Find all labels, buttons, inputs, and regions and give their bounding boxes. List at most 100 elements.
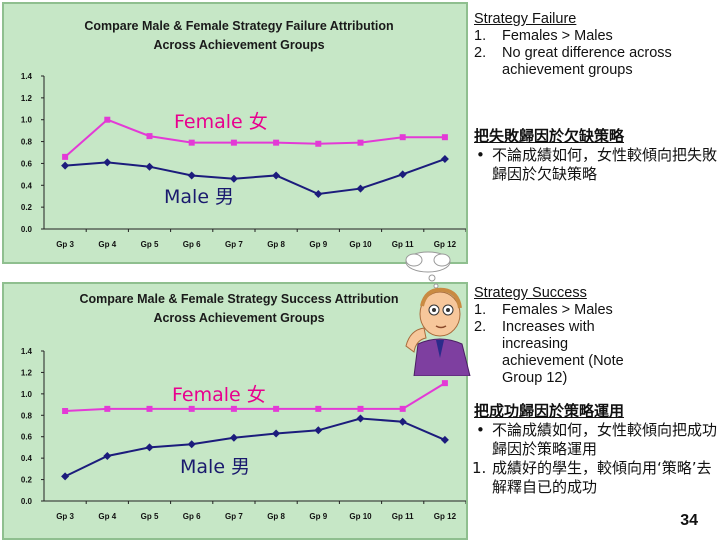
chart-subtitle: Across Achievement Groups	[153, 311, 325, 325]
male-data-point	[187, 171, 196, 180]
success-note-item: 1. Females > Males	[474, 302, 720, 319]
male-data-point	[229, 433, 238, 442]
female-data-point	[104, 405, 111, 412]
female-data-point	[399, 134, 406, 141]
x-tick-label: Gp 3	[56, 240, 74, 249]
x-tick-label: Gp 8	[267, 512, 285, 521]
x-tick-label: Gp 8	[267, 240, 285, 249]
x-tick-label: Gp 6	[183, 240, 201, 249]
male-series-line	[64, 417, 446, 478]
male-data-point	[398, 170, 407, 179]
failure-cn-bullet: • 不論成績如何，女性較傾向把失敗歸因於欠缺策略	[474, 146, 720, 184]
x-tick-label: Gp 12	[434, 240, 457, 249]
female-data-point	[146, 133, 153, 140]
x-tick-label: Gp 7	[225, 512, 243, 521]
bullet-mark: •	[476, 421, 485, 439]
male-series-label: Male 男	[164, 186, 235, 208]
female-data-point	[62, 153, 69, 160]
page-number: 34	[680, 512, 698, 529]
success-note-item: 2. Increases with increasing achievement…	[474, 319, 720, 387]
male-data-point	[356, 184, 365, 193]
failure-notes-chinese: 把失敗歸因於欠缺策略 • 不論成績如何，女性較傾向把失敗歸因於欠缺策略	[474, 127, 720, 184]
y-tick-label: 1.2	[21, 94, 33, 103]
item-number: 2.	[474, 319, 487, 335]
female-data-point	[273, 405, 280, 412]
male-series-line	[65, 158, 446, 196]
male-series-label: Male 男	[180, 456, 251, 478]
success-chart-panel: Compare Male & Female Strategy Success A…	[2, 282, 468, 540]
failure-cn-heading: 把失敗歸因於欠缺策略	[474, 127, 625, 145]
female-data-point	[104, 116, 111, 123]
female-data-point	[188, 405, 195, 412]
female-data-point	[230, 139, 237, 146]
female-data-point	[273, 139, 280, 146]
female-data-point	[315, 405, 322, 412]
male-data-point	[314, 190, 323, 199]
y-tick-label: 1.0	[21, 390, 33, 399]
success-cn-bullet: • 不論成績如何，女性較傾向把成功歸因於策略運用	[474, 421, 720, 459]
bullet-mark: •	[476, 146, 485, 164]
item-text: Females > Males	[502, 302, 613, 318]
female-data-point	[146, 405, 153, 412]
bullet-text: 不論成績如何，女性較傾向把成功歸因於策略運用	[492, 421, 718, 458]
y-tick-label: 1.2	[21, 368, 33, 377]
male-data-point	[440, 155, 449, 164]
y-tick-label: 0.6	[21, 433, 33, 442]
male-data-point	[103, 158, 112, 167]
x-tick-label: Gp 12	[434, 512, 457, 521]
x-tick-label: Gp 5	[141, 512, 159, 521]
male-data-point	[272, 429, 281, 438]
x-tick-label: Gp 3	[56, 512, 74, 521]
item-number: 1.	[472, 459, 487, 477]
failure-notes-heading: Strategy Failure	[474, 11, 577, 27]
failure-note-item: 2. No great difference across achievemen…	[474, 45, 720, 79]
item-text: No great difference across achievement g…	[502, 45, 672, 78]
y-tick-label: 1.4	[21, 72, 33, 81]
x-tick-label: Gp 4	[98, 512, 116, 521]
x-tick-label: Gp 10	[349, 512, 372, 521]
y-tick-label: 0.0	[21, 225, 33, 234]
y-tick-label: 1.0	[21, 116, 33, 125]
thinking-man-icon	[405, 251, 471, 376]
x-tick-label: Gp 4	[98, 240, 116, 249]
success-notes: Strategy Success 1. Females > Males 2. I…	[474, 285, 720, 387]
item-number: 1.	[474, 302, 487, 318]
failure-note-item: 1. Females > Males	[474, 28, 720, 45]
female-data-point	[357, 405, 364, 412]
female-data-point	[230, 405, 237, 412]
female-data-point	[315, 140, 322, 147]
female-data-point	[188, 139, 195, 146]
chart-title: Compare Male & Female Strategy Success A…	[79, 292, 399, 306]
female-data-point	[441, 134, 448, 141]
item-number: 2.	[474, 45, 487, 61]
female-series-label: Female 女	[174, 111, 268, 133]
male-data-point	[61, 472, 70, 481]
item-text: Increases with increasing achievement (N…	[502, 319, 624, 386]
male-data-point	[145, 443, 154, 452]
x-tick-label: Gp 7	[225, 240, 243, 249]
y-tick-label: 0.6	[21, 159, 33, 168]
failure-chart-plot: 0.0 0.2 0.4 0.6 0.8 1.0 1.2 1.4 Gp 3 Gp 4 Gp 5 Gp 6…	[21, 72, 466, 249]
y-tick-label: 0.4	[21, 181, 33, 190]
male-data-point	[61, 161, 70, 170]
item-number: 1.	[474, 28, 487, 44]
male-data-point	[229, 174, 238, 183]
success-chart-plot: 0.0 0.2 0.4 0.6 0.8 1.0 1.2 1.4 Gp 3 Gp 4 Gp 5 Gp 6…	[21, 347, 466, 521]
chart-subtitle: Across Achievement Groups	[153, 38, 325, 52]
failure-chart-panel: Compare Male & Female Strategy Failure A…	[2, 2, 468, 264]
success-notes-chinese: 把成功歸因於策略運用 • 不論成績如何，女性較傾向把成功歸因於策略運用 1. 成…	[472, 402, 720, 497]
female-data-point	[62, 408, 69, 414]
female-series-line	[65, 382, 446, 412]
y-tick-label: 0.4	[21, 454, 33, 463]
x-tick-label: Gp 9	[309, 240, 327, 249]
male-data-point	[103, 452, 112, 460]
success-cn-heading: 把成功歸因於策略運用	[474, 402, 625, 420]
male-data-point	[145, 162, 154, 171]
female-data-point	[441, 380, 448, 387]
male-data-point	[398, 417, 407, 426]
female-series-label: Female 女	[172, 384, 266, 406]
y-tick-label: 0.8	[21, 138, 33, 147]
female-data-point	[399, 405, 406, 412]
y-tick-label: 1.4	[21, 347, 33, 356]
bullet-text: 不論成績如何，女性較傾向把失敗歸因於欠缺策略	[492, 146, 718, 183]
